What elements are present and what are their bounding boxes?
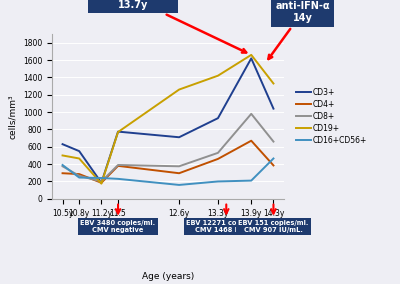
CD3+ xyxy=(271,107,276,110)
CD3+ xyxy=(177,135,182,139)
Text: EBV 12271 copies/ml.
CMV 1468 IU/mL.: EBV 12271 copies/ml. CMV 1468 IU/mL. xyxy=(186,220,266,233)
CD4+ xyxy=(216,157,220,161)
CD4+ xyxy=(99,181,104,185)
CD16+CD56+ xyxy=(177,183,182,187)
CD8+ xyxy=(99,180,104,183)
CD16+CD56+ xyxy=(99,176,104,180)
CD3+ xyxy=(60,143,65,146)
CD8+ xyxy=(116,163,120,167)
CD8+ xyxy=(60,165,65,168)
CD16+CD56+ xyxy=(271,157,276,160)
CD3+ xyxy=(116,130,120,133)
CD16+CD56+ xyxy=(216,180,220,183)
CD16+CD56+ xyxy=(77,176,82,179)
CD3+ xyxy=(77,149,82,153)
Text: HSV stomatitis
13.7y: HSV stomatitis 13.7y xyxy=(92,0,246,53)
CD4+ xyxy=(77,172,82,176)
CD19+ xyxy=(60,154,65,157)
CD19+ xyxy=(216,74,220,78)
CD8+ xyxy=(177,165,182,168)
CD8+ xyxy=(77,174,82,178)
CD16+CD56+ xyxy=(60,163,65,167)
CD16+CD56+ xyxy=(249,179,254,182)
CD8+ xyxy=(271,140,276,143)
CD19+ xyxy=(99,182,104,185)
CD19+ xyxy=(271,82,276,85)
CD3+ xyxy=(99,181,104,185)
Text: EBV 151 copies/ml.
CMV 907 IU/mL.: EBV 151 copies/ml. CMV 907 IU/mL. xyxy=(238,220,309,233)
Y-axis label: cells/mm³: cells/mm³ xyxy=(8,94,17,139)
CD19+ xyxy=(77,157,82,160)
Line: CD4+: CD4+ xyxy=(62,141,274,183)
CD4+ xyxy=(116,164,120,168)
Legend: CD3+, CD4+, CD8+, CD19+, CD16+CD56+: CD3+, CD4+, CD8+, CD19+, CD16+CD56+ xyxy=(292,85,370,148)
CD4+ xyxy=(249,139,254,142)
CD3+ xyxy=(249,57,254,60)
Text: Age (years): Age (years) xyxy=(142,272,194,281)
Text: anti-IFN-α
14y: anti-IFN-α 14y xyxy=(268,1,330,59)
Line: CD16+CD56+: CD16+CD56+ xyxy=(62,158,274,185)
CD3+ xyxy=(216,116,220,120)
CD8+ xyxy=(216,151,220,154)
CD4+ xyxy=(271,164,276,167)
CD19+ xyxy=(177,88,182,91)
Line: CD19+: CD19+ xyxy=(62,55,274,184)
CD19+ xyxy=(249,53,254,57)
CD4+ xyxy=(60,172,65,175)
CD4+ xyxy=(177,172,182,175)
CD16+CD56+ xyxy=(116,177,120,181)
CD19+ xyxy=(116,130,120,134)
Line: CD8+: CD8+ xyxy=(62,114,274,181)
Text: EBV 3480 copies/ml.
CMV negative: EBV 3480 copies/ml. CMV negative xyxy=(80,220,156,233)
Line: CD3+: CD3+ xyxy=(62,58,274,183)
CD8+ xyxy=(249,112,254,116)
